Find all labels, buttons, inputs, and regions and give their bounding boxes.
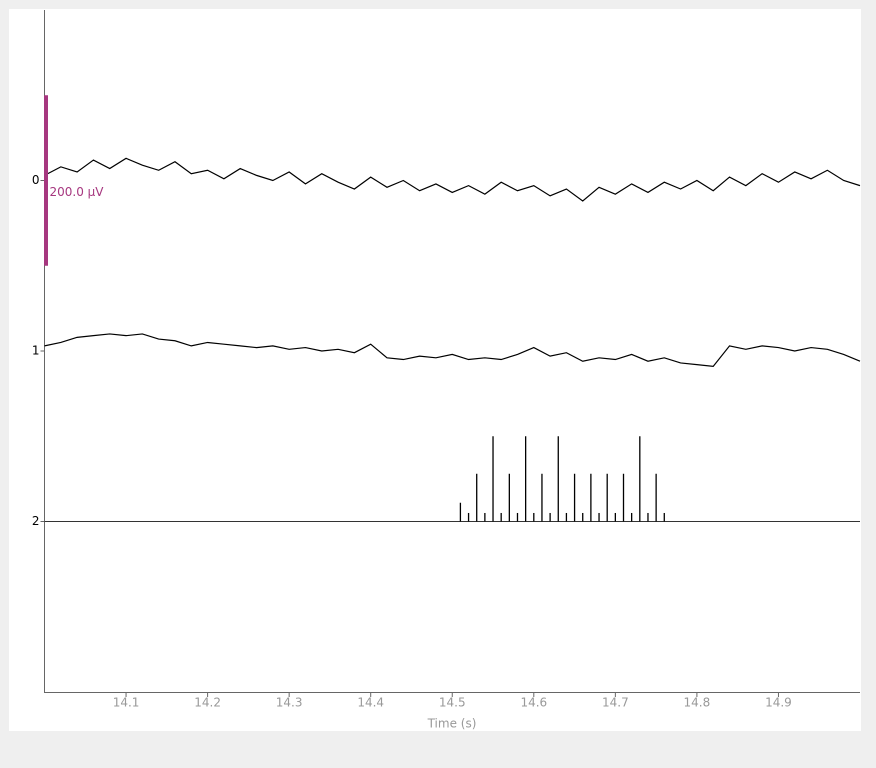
x-tick-label: 14.3	[276, 696, 303, 710]
y-tick-label: 1	[32, 344, 40, 358]
scale-bar-label: 200.0 µV	[50, 185, 105, 199]
x-tick-label: 14.2	[194, 696, 221, 710]
x-tick-label: 14.7	[602, 696, 629, 710]
y-tick-label: 0	[32, 173, 40, 187]
x-axis-label: Time (s)	[427, 717, 477, 731]
x-tick-label: 14.6	[520, 696, 547, 710]
trace	[44, 157, 861, 202]
x-tick-label: 14.4	[357, 696, 384, 710]
x-tick-label: 14.9	[765, 696, 792, 710]
x-tick-label: 14.5	[439, 696, 466, 710]
y-tick-label: 2	[32, 514, 40, 528]
trace	[44, 333, 861, 367]
x-tick-label: 14.8	[684, 696, 711, 710]
plot-panel	[9, 9, 861, 731]
x-tick-label: 14.1	[113, 696, 140, 710]
